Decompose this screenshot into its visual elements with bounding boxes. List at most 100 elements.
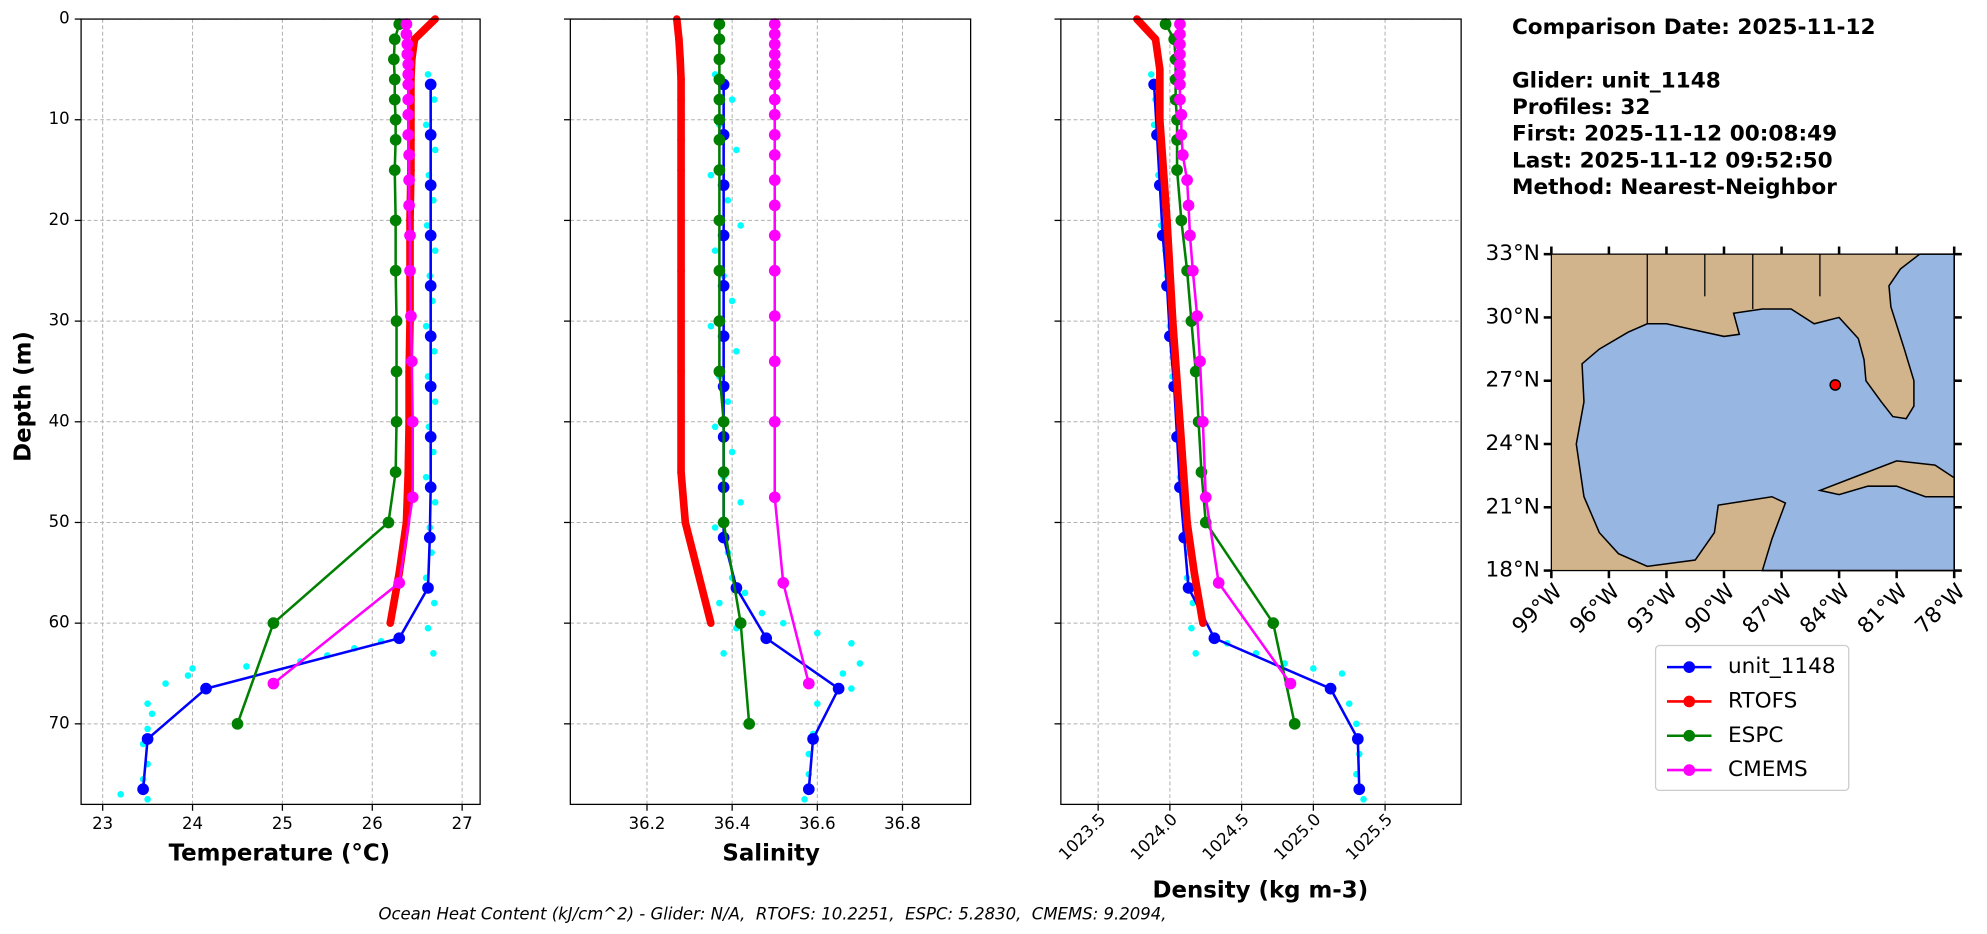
- y-axis-label: Depth (m): [10, 331, 36, 462]
- series-marker: [1191, 310, 1203, 322]
- series-marker: [1168, 317, 1177, 325]
- series-marker: [768, 48, 781, 61]
- series-marker: [1288, 717, 1301, 730]
- series-marker: [713, 53, 726, 66]
- series-line: [722, 84, 840, 790]
- glider-point: [737, 499, 744, 506]
- y-tick-label: 70: [49, 713, 70, 732]
- glider-point: [839, 670, 847, 677]
- series-marker: [713, 18, 726, 30]
- series-marker: [713, 73, 726, 86]
- series-marker: [400, 28, 413, 41]
- glider-point: [422, 322, 430, 330]
- glider-point: [707, 171, 715, 179]
- x-tick-label: 1025.5: [1342, 810, 1396, 864]
- series-marker: [1151, 35, 1160, 44]
- series-marker: [424, 78, 437, 91]
- series-marker: [768, 58, 781, 71]
- glider-point: [1338, 670, 1346, 677]
- series-marker: [410, 35, 419, 44]
- series-marker: [694, 569, 702, 577]
- series-marker: [402, 93, 415, 106]
- series-marker: [141, 733, 154, 745]
- glider-point: [728, 96, 736, 103]
- series-marker: [406, 415, 419, 428]
- series-marker: [1174, 78, 1186, 91]
- info-line: Method: Nearest-Neighbor: [1512, 175, 1837, 200]
- series-marker: [1189, 365, 1202, 378]
- series-marker: [768, 491, 781, 504]
- series-marker: [717, 280, 730, 292]
- series-marker: [677, 417, 685, 426]
- glider-location: [1829, 379, 1842, 391]
- glider-point: [431, 146, 439, 154]
- series-marker: [760, 632, 773, 645]
- y-tick-label: 10: [49, 109, 70, 128]
- series-marker: [1190, 569, 1199, 577]
- series-marker: [1174, 68, 1186, 81]
- glider-point: [848, 685, 855, 692]
- series-marker: [1182, 582, 1195, 594]
- series-marker: [423, 531, 436, 544]
- x-tick-label: 87°W: [1738, 579, 1798, 639]
- series-marker: [1175, 108, 1188, 121]
- series-marker: [677, 317, 685, 325]
- series-marker: [401, 38, 414, 51]
- series-marker: [1194, 355, 1206, 368]
- series-marker: [1175, 129, 1188, 141]
- glider-point: [430, 650, 437, 657]
- series-marker: [404, 229, 416, 242]
- series-marker: [1183, 518, 1191, 527]
- x-tick-label: 36.6: [799, 814, 836, 833]
- series-marker: [677, 115, 685, 124]
- series-marker: [768, 355, 781, 368]
- glider-point: [814, 700, 821, 708]
- x-tick-label: 36.4: [714, 814, 751, 833]
- series-marker: [389, 113, 402, 126]
- glider-point: [144, 725, 151, 733]
- x-tick-label: 93°W: [1623, 579, 1683, 639]
- y-tick-label: 30: [49, 311, 70, 330]
- series-marker: [389, 466, 402, 478]
- glider-point: [728, 448, 736, 456]
- map-frame: [1550, 253, 1955, 572]
- series-marker: [768, 129, 781, 141]
- series-marker: [200, 682, 212, 695]
- series-marker: [390, 415, 403, 428]
- series-marker: [675, 35, 683, 44]
- glider-point: [1188, 624, 1195, 632]
- series-marker: [393, 632, 406, 645]
- series-marker: [388, 93, 401, 106]
- x-tick-label: 23: [92, 814, 113, 833]
- series-marker: [1351, 733, 1364, 745]
- series-marker: [1174, 48, 1186, 61]
- glider-point: [707, 322, 715, 330]
- plot-frame: [80, 18, 481, 806]
- x-axis-label: Density (kg m-3): [1153, 877, 1369, 903]
- glider-point: [431, 398, 439, 405]
- series-line: [1134, 16, 1207, 624]
- glider-point: [430, 96, 438, 103]
- series-marker: [1353, 783, 1366, 796]
- series-marker: [677, 468, 685, 476]
- series-line: [141, 84, 432, 790]
- x-tick-label: 1024.0: [1127, 810, 1181, 864]
- glider-point: [733, 146, 740, 154]
- series-marker: [424, 129, 437, 141]
- glider-point: [117, 791, 124, 798]
- series-marker: [713, 134, 726, 146]
- legend-box: [1654, 644, 1850, 792]
- x-tick-label: 84°W: [1795, 579, 1855, 639]
- series-marker: [713, 164, 726, 176]
- y-tick-label: 60: [49, 613, 70, 632]
- series-marker: [717, 516, 730, 529]
- series-marker: [1208, 632, 1221, 645]
- x-tick-label: 90°W: [1680, 579, 1740, 639]
- series-marker: [424, 330, 437, 343]
- x-tick-label: 78°W: [1910, 579, 1970, 639]
- series-marker: [713, 113, 726, 126]
- glider-point: [144, 796, 151, 803]
- series-marker: [713, 315, 726, 327]
- glider-point: [1345, 700, 1353, 708]
